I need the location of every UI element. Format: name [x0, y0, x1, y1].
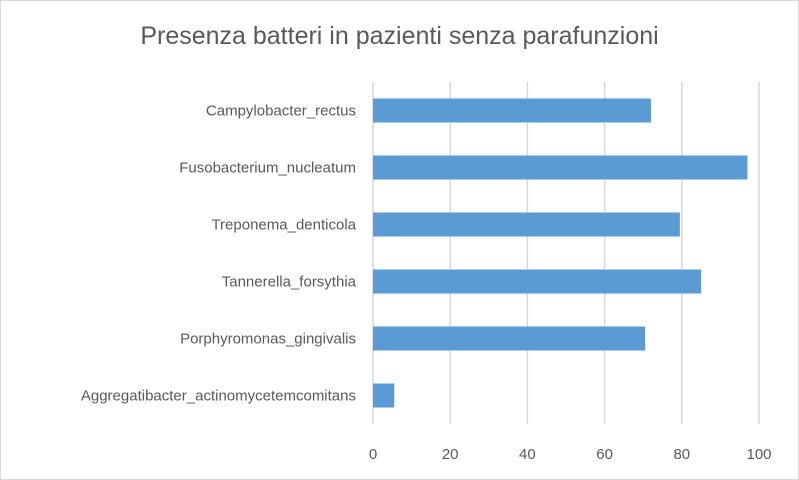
category-label: Fusobacterium_nucleatum	[179, 160, 356, 177]
bars	[373, 98, 748, 408]
category-label: Treponema_denticola	[211, 217, 356, 234]
x-tick-label: 40	[519, 446, 536, 463]
bar	[373, 98, 651, 123]
bar	[373, 212, 680, 237]
grid-lines	[372, 82, 760, 424]
category-labels: Campylobacter_rectus Fusobacterium_nuclea…	[81, 103, 357, 405]
category-label: Porphyromonas_gingivalis	[180, 331, 356, 348]
category-label: Aggregatibacter_actinomycetemcomitans	[81, 388, 356, 405]
x-tick-label: 20	[442, 446, 459, 463]
chart-title: Presenza batteri in pazienti senza paraf…	[140, 22, 659, 50]
x-tick-label: 80	[673, 446, 690, 463]
bar	[373, 383, 395, 408]
x-tick-label: 0	[369, 446, 377, 463]
category-label: Campylobacter_rectus	[206, 103, 356, 120]
category-label: Tannerella_forsythia	[222, 274, 357, 291]
x-tick-label: 100	[746, 446, 771, 463]
bar	[373, 326, 646, 351]
x-tick-label: 60	[596, 446, 613, 463]
bar	[373, 269, 702, 294]
bar	[373, 155, 748, 180]
x-tick-labels: 0 20 40 60 80 100	[369, 446, 772, 463]
